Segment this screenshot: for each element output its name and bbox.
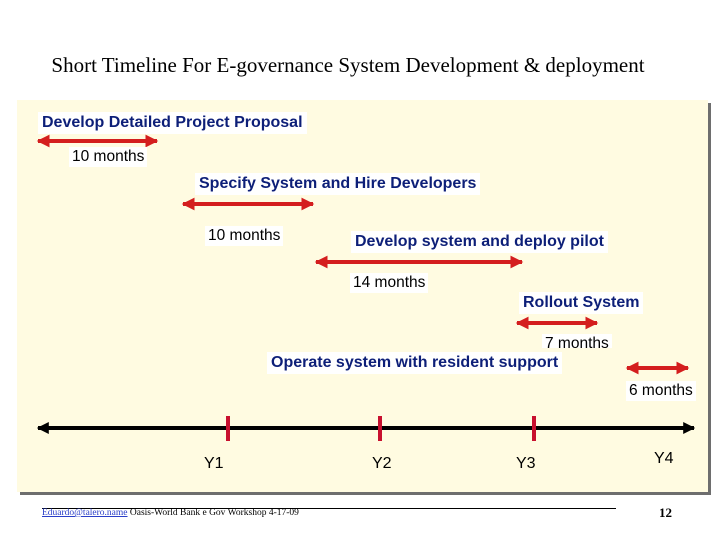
phase-4-label: Rollout System: [519, 292, 644, 314]
phase-2-duration: 10 months: [205, 226, 284, 246]
slide-title: Short Timeline For E-governance System D…: [51, 53, 645, 77]
phase-2-label: Specify System and Hire Developers: [195, 173, 481, 195]
year-label-y3: Y3: [516, 455, 536, 472]
phase-1-label: Develop Detailed Project Proposal: [38, 112, 307, 134]
footer-email-link[interactable]: Eduardo@talero.name: [42, 508, 128, 518]
footer: Eduardo@talero.name Oasis-World Bank e G…: [42, 508, 299, 518]
phase-5-label: Operate system with resident support: [267, 352, 563, 374]
phase-3-duration: 14 months: [350, 273, 429, 293]
page-number: 12: [659, 505, 672, 520]
footer-text: Oasis-World Bank e Gov Workshop 4-17-09: [127, 508, 299, 518]
phase-1-duration: 10 months: [69, 147, 148, 167]
year-label-y1: Y1: [204, 455, 224, 472]
year-label-y2: Y2: [372, 455, 392, 472]
phase-5-duration: 6 months: [626, 381, 696, 401]
phase-4-duration: 7 months: [542, 334, 612, 348]
year-label-y4: Y4: [654, 450, 674, 467]
phase-3-label: Develop system and deploy pilot: [351, 231, 608, 253]
footer-rule: [42, 508, 616, 509]
